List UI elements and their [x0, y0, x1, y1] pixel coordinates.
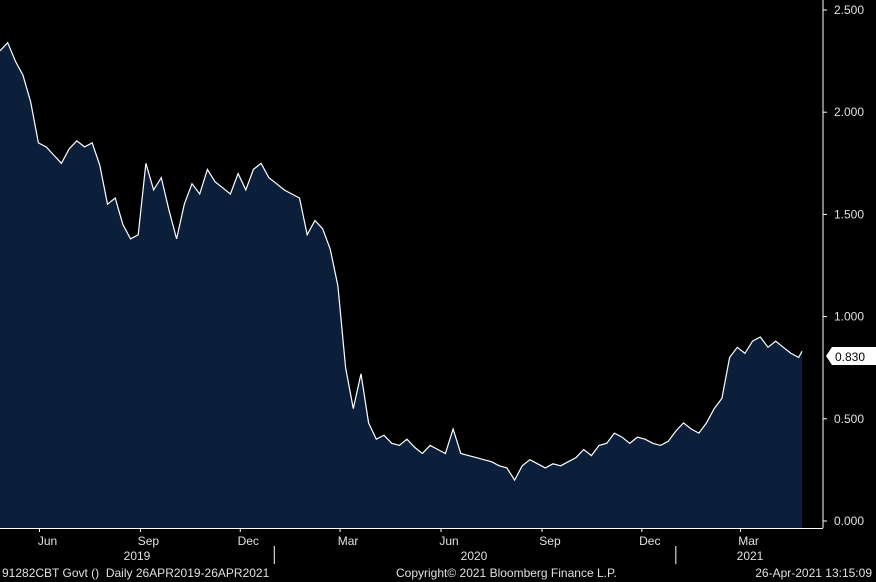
x-tick-label: Dec	[639, 534, 660, 548]
y-tick-label: 2.000	[834, 105, 864, 119]
year-label: 2021	[737, 549, 764, 563]
footer-copyright: Copyright© 2021 Bloomberg Finance L.P.	[396, 566, 617, 580]
date-range: Daily 26APR2019-26APR2021	[105, 566, 270, 580]
x-axis: Jun Sep Dec Mar Jun Sep Dec Mar 2019 2020 2021	[38, 528, 764, 564]
y-tick-label: 0.000	[834, 514, 864, 528]
y-tick-label: 1.000	[834, 310, 864, 324]
security-name: 91282CBT Govt ()	[2, 566, 100, 580]
year-label: 2020	[461, 549, 488, 563]
y-axis: 0.000 0.500 1.000 1.500 2.000 2.500	[823, 3, 864, 528]
x-tick-label: Jun	[38, 534, 57, 548]
x-tick-label: Mar	[738, 534, 759, 548]
last-value-marker: 0.830	[826, 347, 876, 365]
footer-security: 91282CBT Govt () Daily 26APR2019-26APR20…	[2, 566, 269, 580]
y-tick-label: 2.500	[834, 3, 864, 17]
series-line	[0, 41, 803, 482]
area-layer	[0, 41, 803, 528]
x-tick-label: Dec	[238, 534, 259, 548]
x-tick-label: Sep	[539, 534, 561, 548]
x-tick-label: Jun	[439, 534, 458, 548]
x-tick-label: Mar	[338, 534, 359, 548]
year-label: 2019	[124, 549, 151, 563]
axis-layer	[0, 0, 824, 529]
x-tick-label: Sep	[138, 534, 160, 548]
last-value-flag	[826, 347, 876, 365]
y-tick-label: 1.500	[834, 207, 864, 221]
footer-timestamp: 26-Apr-2021 13:15:09	[755, 566, 872, 580]
last-value-label: 0.830	[835, 350, 865, 364]
series-area	[0, 42, 802, 528]
y-tick-label: 0.500	[834, 412, 864, 426]
